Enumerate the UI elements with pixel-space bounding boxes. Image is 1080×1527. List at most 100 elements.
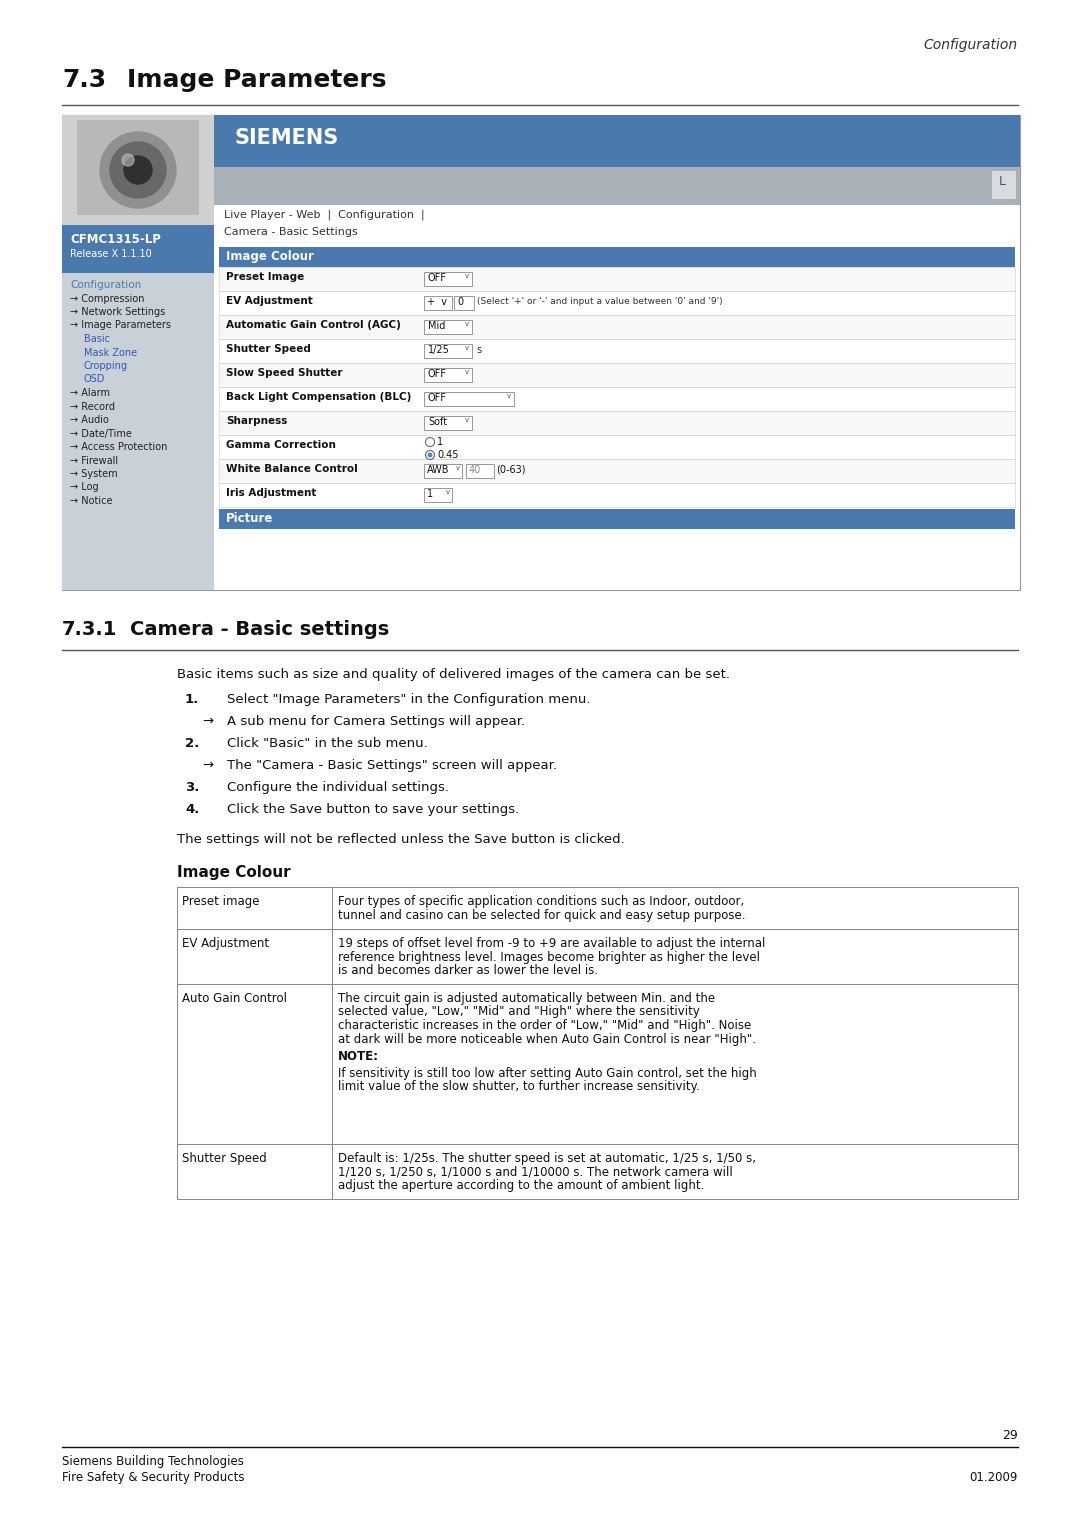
Bar [424,464,462,478]
Text: Mask Zone: Mask Zone [84,348,137,357]
Text: 2.: 2. [185,738,199,750]
Text: OFF: OFF [428,370,447,379]
Text: → Log: → Log [70,483,98,493]
Text: → Access Protection: → Access Protection [70,441,167,452]
Text: 29: 29 [1002,1429,1018,1441]
Text: Gamma Correction: Gamma Correction [226,440,336,450]
Text: Click "Basic" in the sub menu.: Click "Basic" in the sub menu. [227,738,428,750]
Text: Image Parameters: Image Parameters [127,69,387,92]
Text: adjust the aperture according to the amount of ambient light.: adjust the aperture according to the amo… [338,1179,704,1193]
Bar [424,321,472,334]
Bar [424,344,472,357]
Text: A sub menu for Camera Settings will appear.: A sub menu for Camera Settings will appe… [227,715,525,728]
Text: Configuration: Configuration [923,38,1018,52]
Text: 3.: 3. [185,780,200,794]
Bar [62,224,214,273]
Text: limit value of the slow shutter, to further increase sensitivity.: limit value of the slow shutter, to furt… [338,1080,700,1093]
Text: → Firewall: → Firewall [70,455,118,466]
Text: Configuration: Configuration [70,279,141,290]
Text: Cropping: Cropping [84,360,129,371]
Bar [177,983,1018,1144]
Circle shape [124,156,152,183]
Text: White Balance Control: White Balance Control [226,464,357,473]
Text: Preset image: Preset image [183,895,259,909]
Text: Configure the individual settings.: Configure the individual settings. [227,780,449,794]
Text: v: v [465,370,469,376]
Bar [219,460,1015,483]
Text: Basic: Basic [84,334,110,344]
Bar [62,115,1020,589]
Text: v: v [456,466,460,470]
Bar [219,483,1015,507]
Text: EV Adjustment: EV Adjustment [226,296,313,305]
Text: → Alarm: → Alarm [70,388,110,399]
Text: → System: → System [70,469,118,479]
Text: Auto Gain Control: Auto Gain Control [183,993,287,1005]
Bar [424,392,514,406]
Circle shape [100,131,176,208]
Text: (Select '+' or '-' and input a value between '0' and '9'): (Select '+' or '-' and input a value bet… [477,296,723,305]
Text: Automatic Gain Control (AGC): Automatic Gain Control (AGC) [226,321,401,330]
Text: → Image Parameters: → Image Parameters [70,321,171,330]
Text: The "Camera - Basic Settings" screen will appear.: The "Camera - Basic Settings" screen wil… [227,759,557,773]
Text: at dark will be more noticeable when Auto Gain Control is near "High".: at dark will be more noticeable when Aut… [338,1032,756,1046]
Text: 1/120 s, 1/250 s, 1/1000 s and 1/10000 s. The network camera will: 1/120 s, 1/250 s, 1/1000 s and 1/10000 s… [338,1165,732,1179]
Text: 1.: 1. [185,693,199,705]
Text: → Notice: → Notice [70,496,112,505]
Text: → Audio: → Audio [70,415,109,425]
Text: Four types of specific application conditions such as Indoor, outdoor,: Four types of specific application condi… [338,895,744,909]
Text: Shutter Speed: Shutter Speed [226,344,311,354]
Text: Live Player - Web  |  Configuration  |: Live Player - Web | Configuration | [224,211,424,220]
Bar [219,247,1015,267]
Bar [219,508,1015,528]
Text: The circuit gain is adjusted automatically between Min. and the: The circuit gain is adjusted automatical… [338,993,715,1005]
Bar [424,272,472,286]
Bar [219,386,1015,411]
Text: Image Colour: Image Colour [226,250,314,263]
Text: 1: 1 [437,437,443,447]
Text: Default is: 1/25s. The shutter speed is set at automatic, 1/25 s, 1/50 s,: Default is: 1/25s. The shutter speed is … [338,1151,756,1165]
Text: Back Light Compensation (BLC): Back Light Compensation (BLC) [226,392,411,402]
Bar [424,368,472,382]
Text: NOTE:: NOTE: [338,1051,379,1063]
Text: L: L [999,176,1005,188]
Text: 01.2009: 01.2009 [970,1471,1018,1484]
Circle shape [428,452,432,458]
Circle shape [122,154,134,166]
Text: Shutter Speed: Shutter Speed [183,1151,267,1165]
Text: → Date/Time: → Date/Time [70,429,132,438]
Text: Slow Speed Shutter: Slow Speed Shutter [226,368,342,379]
Bar [465,464,494,478]
Text: → Network Settings: → Network Settings [70,307,165,318]
Text: characteristic increases in the order of "Low," "Mid" and "High". Noise: characteristic increases in the order of… [338,1019,752,1032]
Text: tunnel and casino can be selected for quick and easy setup purpose.: tunnel and casino can be selected for qu… [338,909,745,921]
Text: Basic items such as size and quality of delivered images of the camera can be se: Basic items such as size and quality of … [177,667,730,681]
Bar [214,205,1020,589]
Text: OSD: OSD [84,374,106,385]
Circle shape [426,450,434,460]
Bar [219,267,1015,292]
Text: v: v [465,417,469,423]
Text: Iris Adjustment: Iris Adjustment [226,489,316,498]
Text: Click the Save button to save your settings.: Click the Save button to save your setti… [227,803,519,815]
Bar [219,435,1015,460]
Text: Picture: Picture [226,512,273,525]
Bar [993,171,1016,199]
Text: Camera - Basic settings: Camera - Basic settings [130,620,389,638]
Text: v: v [465,345,469,351]
Text: Camera - Basic Settings: Camera - Basic Settings [224,228,357,237]
Text: +  v: + v [427,296,447,307]
Text: reference brightness level. Images become brighter as higher the level: reference brightness level. Images becom… [338,950,760,964]
Bar [424,415,472,431]
Bar [424,296,453,310]
Text: is and becomes darker as lower the level is.: is and becomes darker as lower the level… [338,964,598,977]
Bar [62,115,214,224]
Bar [214,115,1020,166]
Bar [219,363,1015,386]
Text: 1: 1 [427,489,433,499]
Circle shape [426,438,434,446]
Bar [77,121,199,215]
Bar [219,411,1015,435]
Text: 7.3: 7.3 [62,69,106,92]
Text: EV Adjustment: EV Adjustment [183,938,269,950]
